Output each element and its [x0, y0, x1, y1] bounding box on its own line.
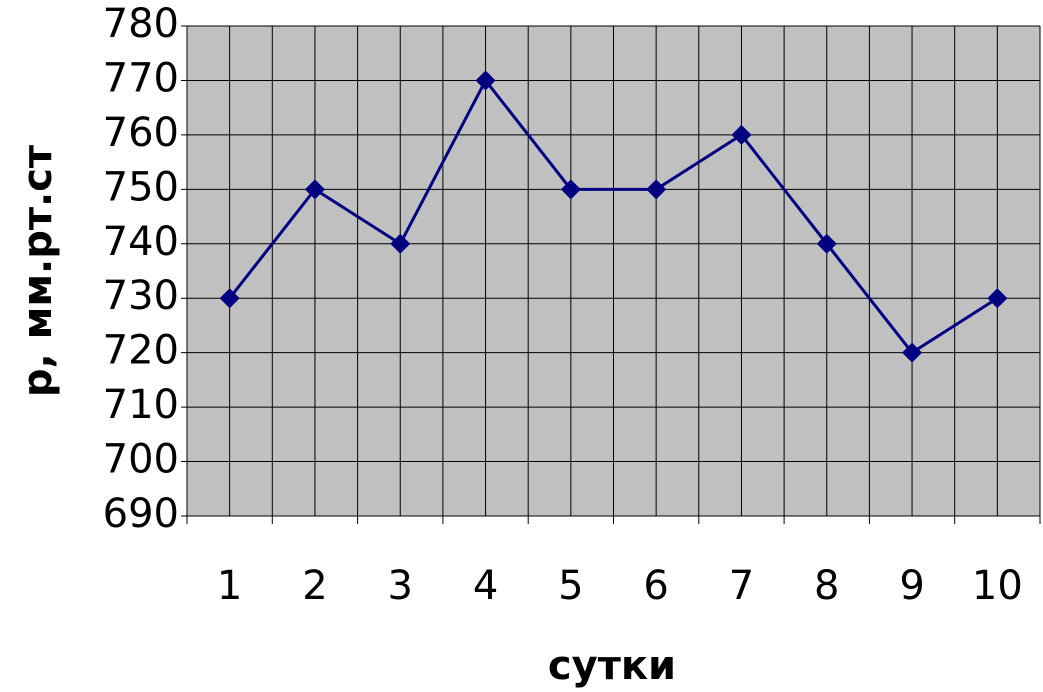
marker — [219, 288, 240, 309]
y-tick-label: 710 — [103, 382, 179, 428]
marker — [987, 288, 1008, 309]
x-tick-label: 2 — [302, 563, 327, 609]
x-tick-label: 6 — [643, 563, 668, 609]
x-tick-label: 10 — [972, 563, 1023, 609]
marker — [475, 70, 496, 91]
y-tick-label: 700 — [103, 437, 179, 483]
y-axis-label: p, мм.рт.ст — [15, 144, 61, 397]
y-tick-label: 720 — [103, 328, 179, 374]
x-tick-label: 3 — [388, 563, 413, 609]
x-tick-label: 7 — [729, 563, 754, 609]
marker — [560, 179, 581, 200]
y-tick-label: 760 — [103, 110, 179, 156]
x-tick-label: 9 — [899, 563, 924, 609]
series-line — [228, 77, 999, 355]
x-axis-label: сутки — [548, 643, 676, 689]
marker — [304, 179, 325, 200]
y-tick-label: 730 — [103, 273, 179, 319]
marker — [902, 342, 923, 363]
marker — [816, 233, 837, 254]
x-tick-label: 1 — [217, 563, 242, 609]
y-tick-label: 770 — [103, 55, 179, 101]
y-tick-label: 690 — [103, 491, 179, 537]
x-tick-label: 5 — [558, 563, 583, 609]
y-tick-label: 780 — [103, 1, 179, 47]
marker — [646, 179, 667, 200]
marker — [390, 233, 411, 254]
x-tick-label: 8 — [814, 563, 839, 609]
y-tick-label: 740 — [103, 219, 179, 265]
x-tick-label: 4 — [473, 563, 498, 609]
y-tick-label: 750 — [103, 164, 179, 210]
marker — [731, 124, 752, 145]
